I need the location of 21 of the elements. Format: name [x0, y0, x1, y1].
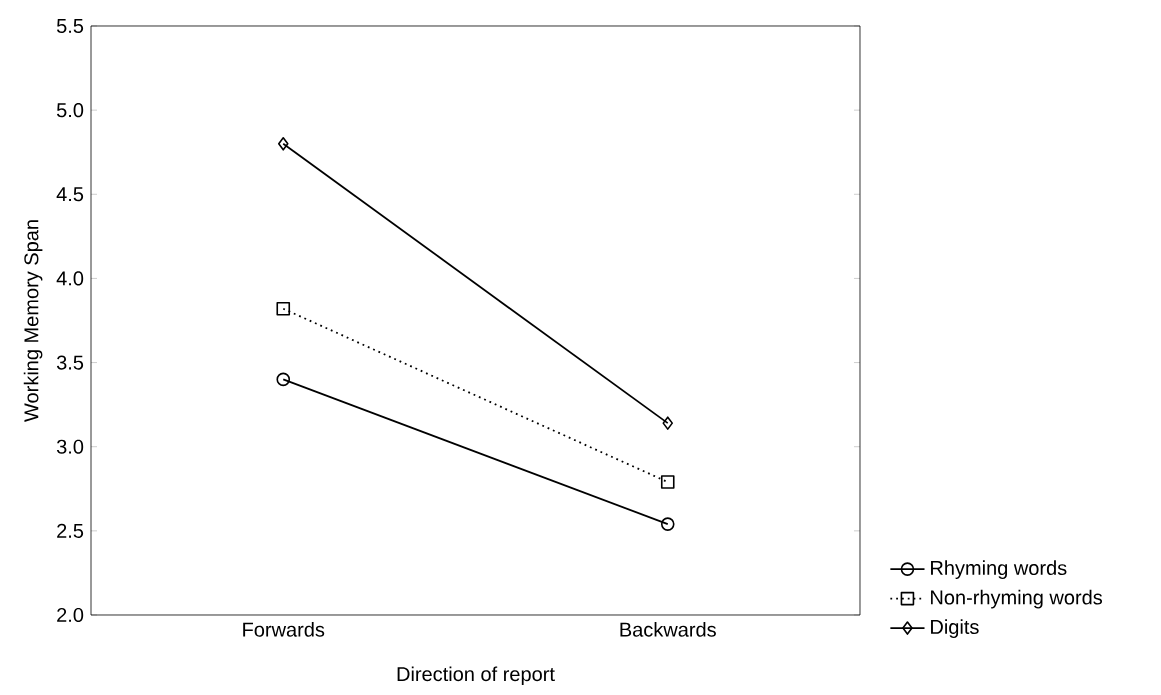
x-tick-label: Backwards — [620, 622, 716, 637]
y-tick-label: 3.5 — [56, 355, 84, 370]
y-tick-label: 5.5 — [56, 19, 84, 33]
y-tick-label: 4.5 — [56, 187, 84, 202]
legend-label: Digits — [931, 619, 979, 638]
y-tick-label: 5.0 — [56, 103, 84, 118]
y-axis-title: Working Memory Span — [23, 220, 43, 422]
point — [276, 301, 291, 316]
point — [660, 475, 675, 489]
legend-label: Non-rhyming words — [931, 589, 1103, 609]
point — [662, 416, 674, 430]
x-axis-title: Direction of report — [397, 666, 555, 686]
y-tick-label: 2.0 — [57, 607, 84, 623]
point — [277, 136, 289, 151]
x-tick-label: Forwards — [243, 622, 325, 637]
y-tick-label: 3.0 — [56, 439, 84, 454]
point — [660, 517, 675, 531]
legend-label: Rhyming words — [931, 560, 1067, 579]
y-tick-label: 2.5 — [57, 523, 84, 538]
point — [276, 372, 291, 387]
y-tick-label: 4.0 — [56, 271, 84, 286]
